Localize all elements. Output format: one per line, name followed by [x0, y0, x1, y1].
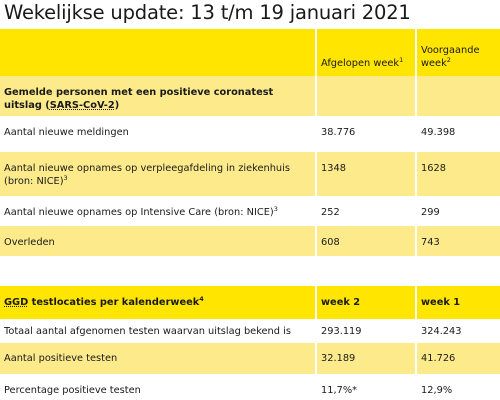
table-row: Overleden 608 743: [0, 226, 500, 256]
header-previous-week: Voorgaande week2: [416, 29, 500, 76]
table-row: Aantal nieuwe opnames op Intensive Care …: [0, 196, 500, 226]
table-row: Percentage positieve testen 11,7%* 12,9%: [0, 374, 500, 400]
ggd-test-locations-table: GGD testlocaties per kalenderweek4 week …: [0, 286, 500, 400]
row-previous-value: 49.398: [421, 127, 456, 138]
table-header-row: GGD testlocaties per kalenderweek4 week …: [0, 286, 500, 319]
table-row: Totaal aantal afgenomen testen waarvan u…: [0, 319, 500, 343]
row-current-value: 32.189: [321, 353, 356, 364]
row-label: Aantal nieuwe opnames op verpleegafdelin…: [4, 163, 290, 187]
header-empty-cell: [0, 29, 317, 76]
row-label: Aantal nieuwe meldingen: [4, 127, 129, 138]
table-row: Aantal nieuwe opnames op verpleegafdelin…: [0, 152, 500, 196]
row-previous-value: 1628: [421, 163, 446, 174]
row-previous-value: 324.243: [421, 326, 462, 337]
header-week-1: week 1: [416, 286, 500, 319]
ggd-abbr: GGD: [4, 297, 29, 308]
row-previous-value: 12,9%: [421, 385, 453, 396]
row-label: Percentage positieve testen: [4, 385, 141, 396]
row-previous-value: 41.726: [421, 353, 456, 364]
header-current-week: Afgelopen week1: [316, 29, 417, 76]
section-header-row: Gemelde personen met een positieve coron…: [0, 76, 500, 116]
row-current-value: 11,7%*: [321, 385, 358, 396]
weekly-figures-table: Afgelopen week1 Voorgaande week2 Gemelde…: [0, 29, 500, 256]
page-title: Wekelijkse update: 13 t/m 19 januari 202…: [4, 1, 411, 24]
sars-cov-2-abbr: SARS-CoV-2: [49, 100, 115, 111]
row-current-value: 608: [321, 237, 340, 248]
row-current-value: 252: [321, 207, 340, 218]
row-label: Aantal positieve testen: [4, 353, 118, 364]
row-previous-value: 743: [421, 237, 440, 248]
row-current-value: 293.119: [321, 326, 362, 337]
row-current-value: 1348: [321, 163, 346, 174]
ggd-header-label: GGD testlocaties per kalenderweek4: [0, 286, 317, 319]
table-header-row: Afgelopen week1 Voorgaande week2: [0, 29, 500, 76]
table-row: Aantal nieuwe meldingen 38.776 49.398: [0, 116, 500, 152]
table-row: Aantal positieve testen 32.189 41.726: [0, 343, 500, 374]
row-previous-value: 299: [421, 207, 440, 218]
header-week-2: week 2: [316, 286, 417, 319]
row-label: Totaal aantal afgenomen testen waarvan u…: [4, 326, 291, 337]
row-label: Aantal nieuwe opnames op Intensive Care …: [4, 207, 274, 218]
row-label: Overleden: [4, 237, 55, 248]
section-title: Gemelde personen met een positieve coron…: [0, 76, 317, 116]
row-current-value: 38.776: [321, 127, 356, 138]
